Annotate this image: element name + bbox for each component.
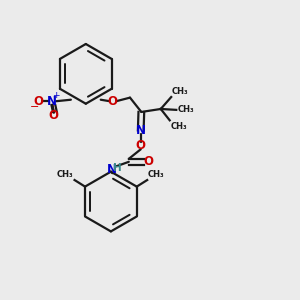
Text: N: N (47, 95, 57, 108)
Text: O: O (108, 95, 118, 108)
Text: N: N (107, 163, 117, 176)
Text: O: O (136, 139, 146, 152)
Text: O: O (49, 109, 59, 122)
Text: H: H (113, 163, 122, 173)
Text: N: N (136, 124, 146, 137)
Text: O: O (143, 155, 153, 168)
Text: CH₃: CH₃ (148, 170, 165, 179)
Text: CH₃: CH₃ (177, 105, 194, 114)
Text: CH₃: CH₃ (57, 170, 74, 179)
Text: O: O (33, 95, 43, 108)
Text: CH₃: CH₃ (172, 87, 189, 96)
Text: +: + (52, 91, 60, 100)
Text: −: − (29, 102, 39, 112)
Text: CH₃: CH₃ (171, 122, 187, 130)
